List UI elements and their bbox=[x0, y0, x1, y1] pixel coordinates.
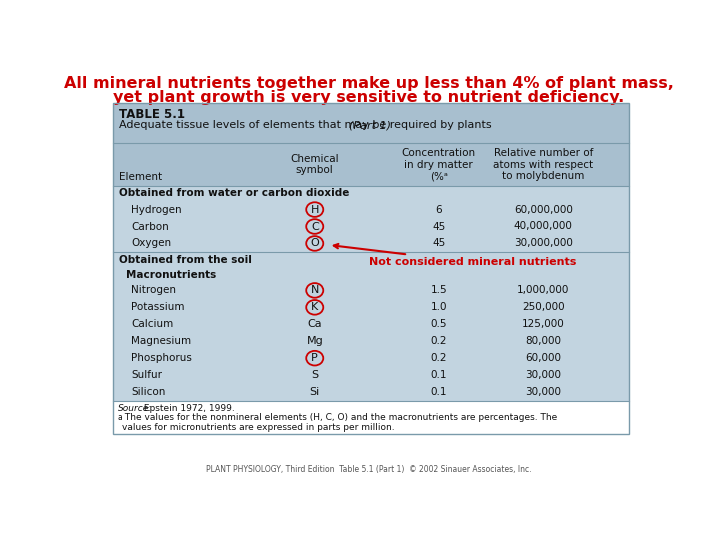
Bar bbox=[113, 143, 629, 186]
Text: Carbon: Carbon bbox=[131, 221, 168, 232]
Text: 0.1: 0.1 bbox=[431, 387, 447, 397]
Text: Si: Si bbox=[310, 387, 320, 397]
Text: All mineral nutrients together make up less than 4% of plant mass,: All mineral nutrients together make up l… bbox=[64, 76, 674, 91]
Text: 1.5: 1.5 bbox=[431, 286, 447, 295]
Text: 30,000,000: 30,000,000 bbox=[514, 239, 573, 248]
Bar bbox=[113, 252, 629, 267]
Text: K: K bbox=[311, 302, 318, 312]
Text: Epstein 1972, 1999.: Epstein 1972, 1999. bbox=[141, 403, 235, 413]
Text: Relative number of
atoms with respect
to molybdenum: Relative number of atoms with respect to… bbox=[493, 148, 593, 181]
Text: H: H bbox=[310, 205, 319, 214]
Bar bbox=[113, 103, 629, 434]
Text: 1,000,000: 1,000,000 bbox=[517, 286, 570, 295]
Text: 45: 45 bbox=[432, 221, 446, 232]
Text: 0.1: 0.1 bbox=[431, 370, 447, 380]
Bar bbox=[113, 401, 629, 434]
Text: Adequate tissue levels of elements that may be required by plants: Adequate tissue levels of elements that … bbox=[120, 120, 492, 130]
Bar bbox=[113, 103, 629, 434]
Text: N: N bbox=[310, 286, 319, 295]
Text: Calcium: Calcium bbox=[131, 319, 174, 329]
Text: P: P bbox=[311, 353, 318, 363]
Text: 30,000: 30,000 bbox=[526, 370, 562, 380]
Text: C: C bbox=[311, 221, 319, 232]
Text: Chemical
symbol: Chemical symbol bbox=[290, 154, 339, 176]
Text: Nitrogen: Nitrogen bbox=[131, 286, 176, 295]
Text: Magnesium: Magnesium bbox=[131, 336, 192, 346]
Text: Silicon: Silicon bbox=[131, 387, 166, 397]
Text: Macronutrients: Macronutrients bbox=[126, 269, 216, 280]
Text: 250,000: 250,000 bbox=[522, 302, 564, 312]
Text: Not considered mineral nutrients: Not considered mineral nutrients bbox=[334, 244, 577, 267]
Text: Sulfur: Sulfur bbox=[131, 370, 162, 380]
Text: 40,000,000: 40,000,000 bbox=[514, 221, 573, 232]
Text: 60,000: 60,000 bbox=[526, 353, 562, 363]
Text: Obtained from water or carbon dioxide: Obtained from water or carbon dioxide bbox=[120, 188, 350, 198]
Text: Concentration
in dry matter
(%ᵃ: Concentration in dry matter (%ᵃ bbox=[402, 148, 476, 181]
Text: The values for the nonmineral elements (H, C, O) and the macronutrients are perc: The values for the nonmineral elements (… bbox=[122, 413, 557, 432]
Bar bbox=[113, 186, 629, 201]
Text: O: O bbox=[310, 239, 319, 248]
Text: TABLE 5.1: TABLE 5.1 bbox=[120, 108, 186, 121]
Text: Ca: Ca bbox=[307, 319, 322, 329]
Text: (Part 1): (Part 1) bbox=[348, 120, 391, 130]
Bar bbox=[113, 267, 629, 282]
Text: yet plant growth is very sensitive to nutrient deficiency.: yet plant growth is very sensitive to nu… bbox=[113, 90, 625, 105]
Text: Potassium: Potassium bbox=[131, 302, 184, 312]
Text: Obtained from the soil: Obtained from the soil bbox=[120, 255, 252, 265]
Text: 6: 6 bbox=[436, 205, 442, 214]
Text: 80,000: 80,000 bbox=[526, 336, 562, 346]
Text: Element: Element bbox=[120, 172, 163, 182]
Text: 1.0: 1.0 bbox=[431, 302, 447, 312]
Text: 45: 45 bbox=[432, 239, 446, 248]
Text: Phosphorus: Phosphorus bbox=[131, 353, 192, 363]
Text: Hydrogen: Hydrogen bbox=[131, 205, 181, 214]
Text: PLANT PHYSIOLOGY, Third Edition  Table 5.1 (Part 1)  © 2002 Sinauer Associates, : PLANT PHYSIOLOGY, Third Edition Table 5.… bbox=[206, 465, 532, 475]
Text: 30,000: 30,000 bbox=[526, 387, 562, 397]
Text: Oxygen: Oxygen bbox=[131, 239, 171, 248]
Text: S: S bbox=[311, 370, 318, 380]
Text: a: a bbox=[118, 413, 122, 422]
Bar bbox=[113, 103, 629, 143]
Text: 0.2: 0.2 bbox=[431, 336, 447, 346]
Text: 60,000,000: 60,000,000 bbox=[514, 205, 573, 214]
Text: Source:: Source: bbox=[118, 403, 152, 413]
Text: 0.5: 0.5 bbox=[431, 319, 447, 329]
Text: 125,000: 125,000 bbox=[522, 319, 564, 329]
Text: 0.2: 0.2 bbox=[431, 353, 447, 363]
Text: Mg: Mg bbox=[307, 336, 323, 346]
